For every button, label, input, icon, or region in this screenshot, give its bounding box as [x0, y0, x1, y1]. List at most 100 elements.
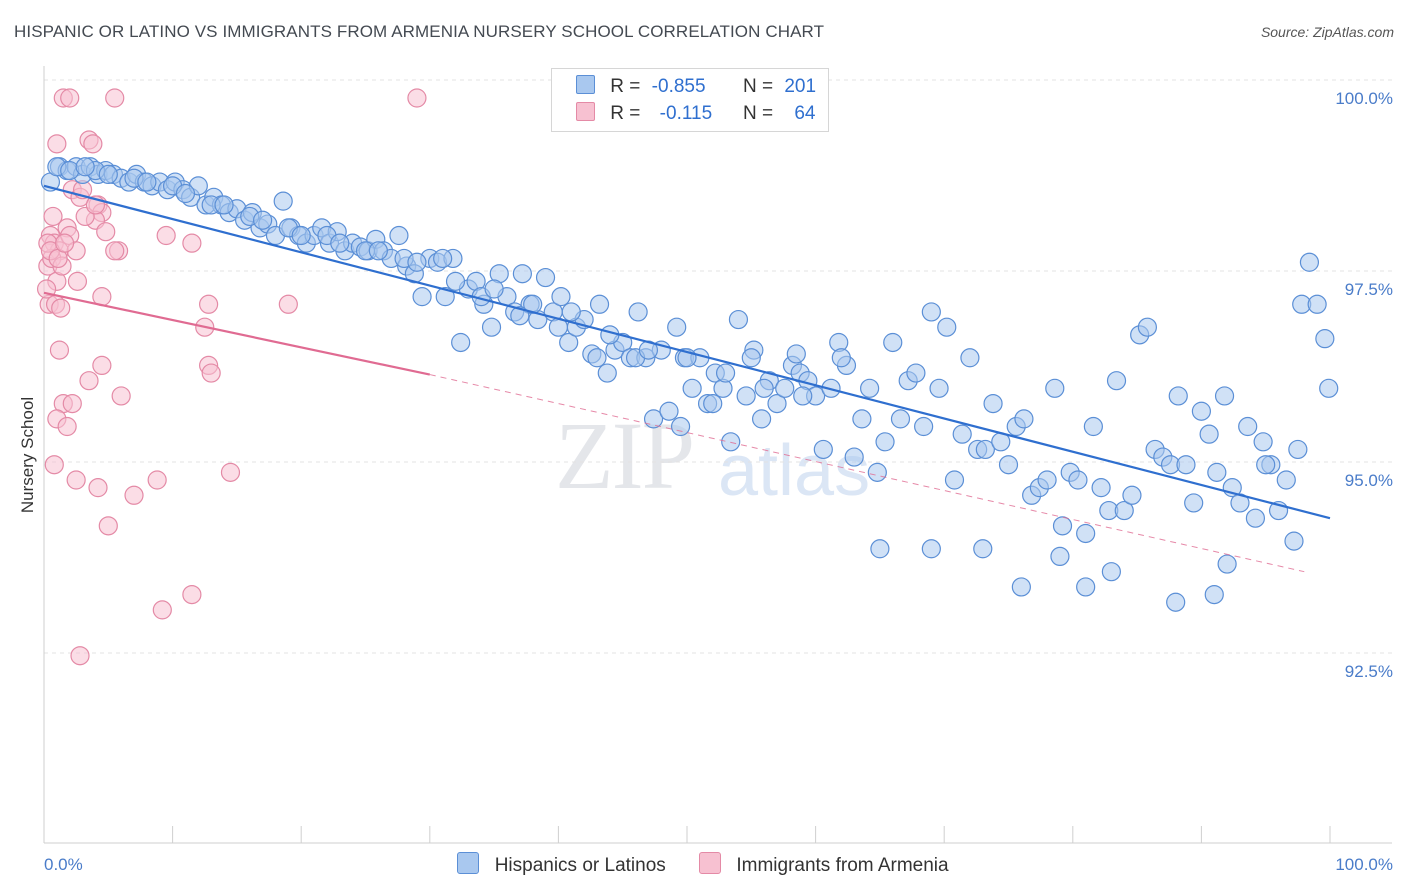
- point-immigrants-armenia: [220, 462, 241, 482]
- point-immigrants-armenia: [111, 386, 131, 406]
- point-hispanics-latinos: [330, 233, 350, 253]
- point-hispanics-latinos: [435, 287, 455, 307]
- point-hispanics-latinos: [561, 302, 581, 322]
- point-hispanics-latinos: [867, 462, 887, 482]
- x-tick-label-max: 100.0%: [1335, 855, 1393, 874]
- legend-item-armenia[interactable]: Immigrants from Armenia: [699, 852, 949, 877]
- point-hispanics-latinos: [786, 344, 806, 364]
- point-hispanics-latinos: [484, 279, 504, 299]
- point-hispanics-latinos: [998, 455, 1019, 475]
- point-hispanics-latinos: [1217, 554, 1237, 574]
- point-hispanics-latinos: [767, 394, 787, 414]
- point-hispanics-latinos: [1238, 416, 1258, 437]
- y-tick-label: 95.0%: [1345, 471, 1393, 490]
- point-hispanics-latinos: [944, 470, 965, 490]
- point-hispanics-latinos: [852, 409, 872, 429]
- point-hispanics-latinos: [98, 164, 118, 184]
- point-hispanics-latinos: [1199, 424, 1219, 444]
- axis-labels: 92.5% 95.0% 97.5% 100.0% 0.0% 100.0% Nursery S…: [18, 89, 1393, 874]
- point-hispanics-latinos: [860, 378, 880, 398]
- point-hispanics-latinos: [1076, 523, 1096, 544]
- point-immigrants-armenia: [88, 478, 108, 498]
- point-hispanics-latinos: [906, 363, 926, 383]
- trend-line-armenia: [43, 291, 431, 376]
- point-immigrants-armenia: [201, 363, 221, 383]
- point-hispanics-latinos: [1315, 329, 1335, 349]
- point-hispanics-latinos: [890, 409, 911, 429]
- trend-line-hispanics: [43, 184, 1331, 520]
- point-hispanics-latinos: [481, 317, 502, 337]
- points-hispanics-latinos: [40, 157, 1339, 612]
- point-hispanics-latinos: [412, 287, 432, 307]
- point-hispanics-latinos: [1137, 317, 1157, 337]
- point-hispanics-latinos: [389, 225, 409, 246]
- point-immigrants-armenia: [43, 206, 63, 227]
- axes: [43, 66, 1392, 844]
- point-hispanics-latinos: [1256, 455, 1276, 475]
- point-hispanics-latinos: [875, 432, 895, 452]
- source-label[interactable]: Source: ZipAtlas.com: [1260, 24, 1394, 40]
- point-immigrants-armenia: [47, 134, 67, 154]
- point-immigrants-armenia: [105, 241, 125, 261]
- series-legend: Hispanics or Latinos Immigrants from Arm…: [0, 852, 1406, 877]
- legend-swatch-blue: [457, 852, 480, 874]
- point-hispanics-latinos: [921, 539, 941, 559]
- point-hispanics-latinos: [736, 386, 756, 406]
- point-hispanics-latinos: [273, 191, 293, 211]
- legend-n-value: 64: [794, 103, 816, 124]
- point-immigrants-armenia: [98, 516, 118, 536]
- point-immigrants-armenia: [407, 88, 427, 108]
- legend-swatch-blue: [576, 75, 595, 94]
- point-hispanics-latinos: [929, 378, 949, 398]
- point-hispanics-latinos: [1050, 546, 1070, 567]
- point-hispanics-latinos: [597, 363, 617, 383]
- point-immigrants-armenia: [105, 88, 125, 108]
- legend-swatch-pink: [699, 852, 722, 874]
- point-hispanics-latinos: [1106, 371, 1127, 391]
- point-hispanics-latinos: [1076, 577, 1096, 597]
- point-immigrants-armenia: [60, 88, 80, 108]
- point-hispanics-latinos: [1245, 508, 1266, 528]
- point-hispanics-latinos: [1191, 401, 1212, 421]
- point-hispanics-latinos: [1204, 584, 1224, 605]
- legend-item-hispanics[interactable]: Hispanics or Latinos: [457, 852, 666, 877]
- point-hispanics-latinos: [813, 439, 833, 460]
- point-hispanics-latinos: [983, 394, 1003, 414]
- point-hispanics-latinos: [1176, 455, 1196, 475]
- watermark-atlas: atlas: [718, 431, 871, 511]
- point-hispanics-latinos: [793, 386, 813, 406]
- point-hispanics-latinos: [291, 225, 311, 246]
- point-hispanics-latinos: [589, 294, 610, 314]
- point-immigrants-armenia: [92, 355, 112, 375]
- point-hispanics-latinos: [754, 378, 774, 398]
- point-hispanics-latinos: [1319, 378, 1339, 398]
- point-hispanics-latinos: [559, 332, 579, 353]
- point-hispanics-latinos: [1037, 470, 1057, 490]
- legend-r-label: R =: [610, 103, 641, 124]
- point-hispanics-latinos: [451, 332, 471, 353]
- point-hispanics-latinos: [844, 447, 864, 467]
- legend-n-label: N =: [742, 103, 774, 124]
- point-immigrants-armenia: [79, 371, 99, 391]
- point-hispanics-latinos: [975, 439, 995, 460]
- point-hispanics-latinos: [1307, 294, 1327, 314]
- point-hispanics-latinos: [1122, 485, 1142, 505]
- point-hispanics-latinos: [883, 332, 903, 353]
- trend-lines: [43, 184, 1331, 573]
- point-hispanics-latinos: [670, 416, 691, 437]
- point-hispanics-latinos: [1253, 432, 1273, 452]
- chart-title: HISPANIC OR LATINO VS IMMIGRANTS FROM AR…: [14, 22, 825, 41]
- point-hispanics-latinos: [1045, 378, 1065, 398]
- point-hispanics-latinos: [535, 267, 556, 288]
- point-immigrants-armenia: [66, 470, 86, 490]
- legend-swatch-pink: [576, 102, 595, 121]
- point-immigrants-armenia: [147, 470, 167, 490]
- legend-row-armenia: R = -0.115 N = 64: [576, 102, 815, 128]
- legend-r-value: -0.115: [659, 103, 713, 124]
- point-hispanics-latinos: [751, 409, 772, 429]
- x-tick-label-min: 0.0%: [44, 855, 83, 874]
- point-hispanics-latinos: [973, 539, 993, 559]
- point-immigrants-armenia: [67, 271, 88, 291]
- point-immigrants-armenia: [49, 340, 70, 360]
- y-tick-label: 100.0%: [1335, 89, 1393, 108]
